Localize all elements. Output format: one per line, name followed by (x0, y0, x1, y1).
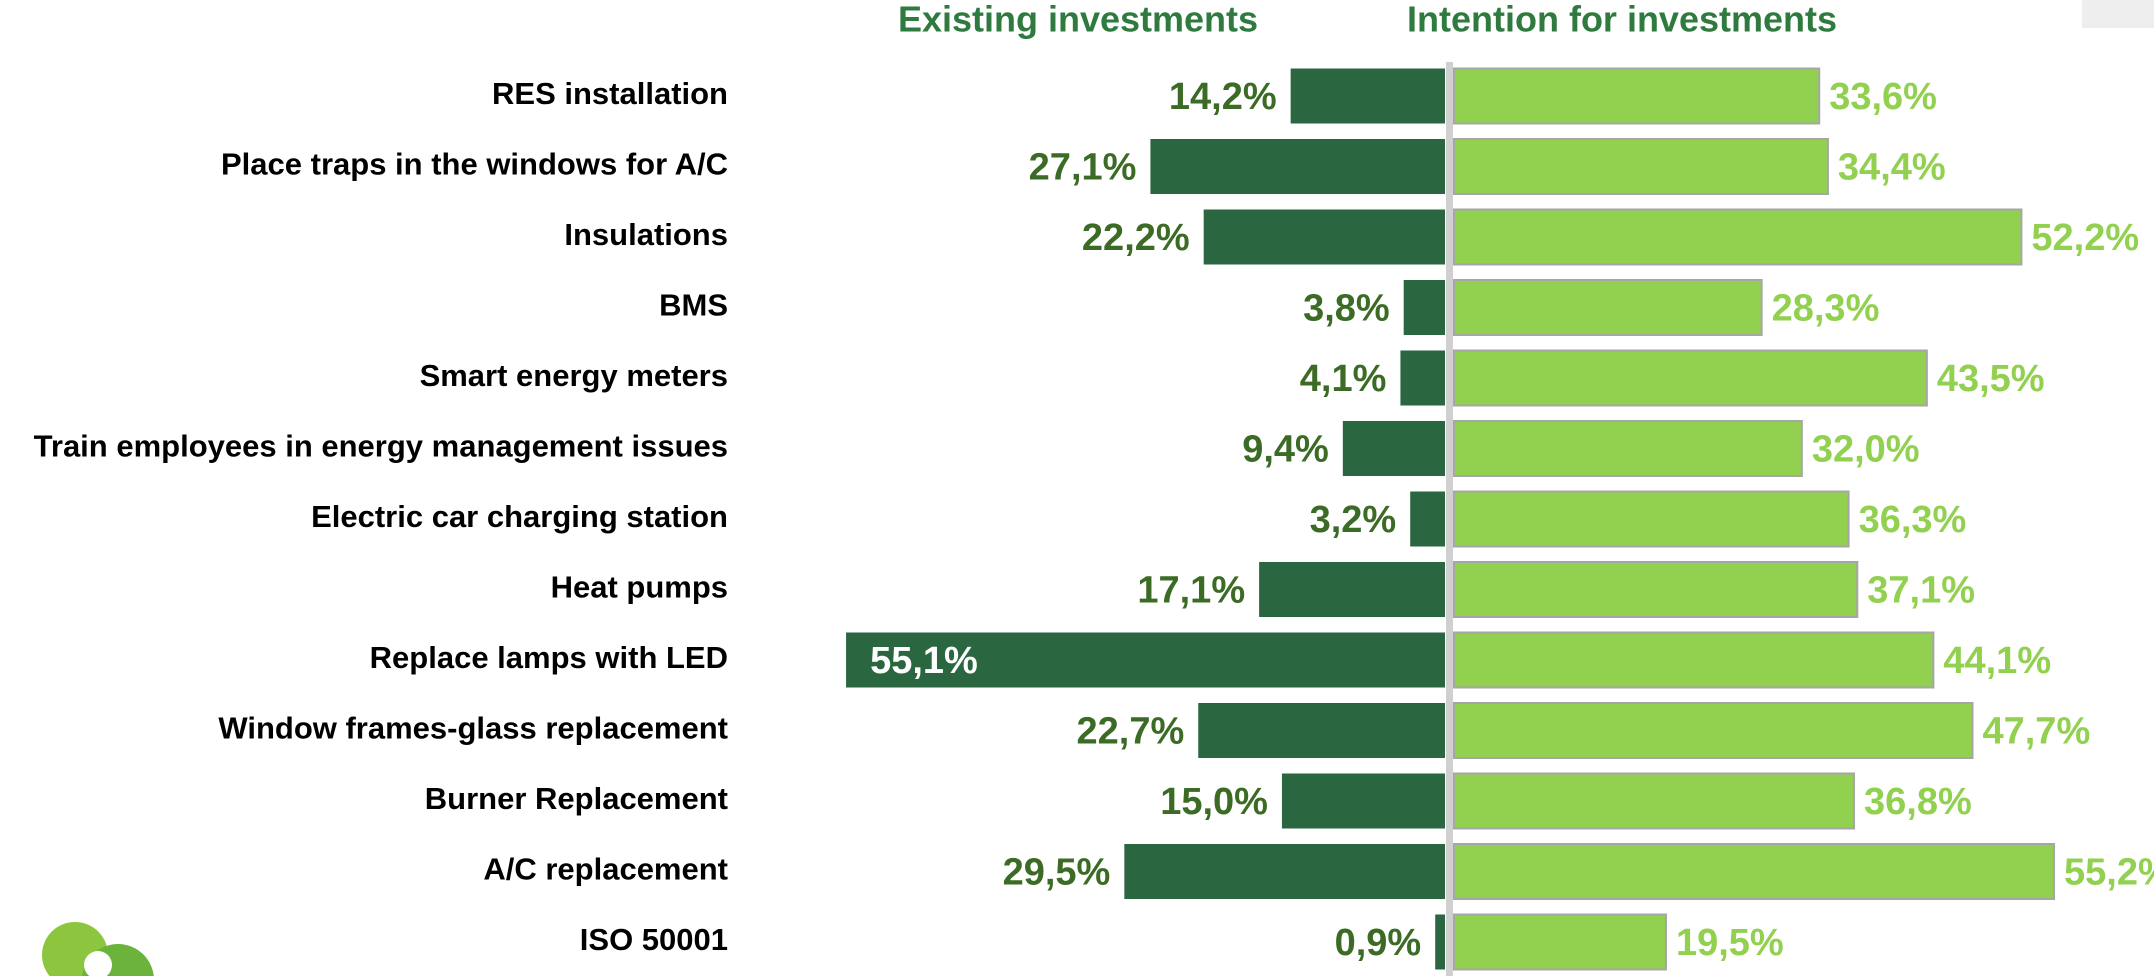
category-label: BMS (659, 288, 728, 323)
bar-left (1281, 773, 1445, 829)
value-label-left: 22,7% (1077, 711, 1185, 753)
value-label-left: 15,0% (1160, 781, 1268, 823)
value-label-left: 17,1% (1137, 570, 1245, 612)
bar-right (1453, 631, 1935, 689)
value-label-right: 32,0% (1812, 429, 1920, 471)
bar-right (1453, 561, 1859, 618)
value-label-right: 28,3% (1772, 288, 1880, 330)
category-label: RES installation (492, 76, 728, 111)
category-label: Smart energy meters (420, 358, 728, 393)
value-label-right: 43,5% (1937, 358, 2045, 400)
bar-left (1198, 703, 1445, 758)
bar-left (1400, 350, 1445, 406)
bar-left (1435, 914, 1445, 970)
bar-right (1453, 702, 1974, 759)
value-label-left: 55,1% (870, 640, 978, 682)
category-label: Train employees in energy management iss… (34, 429, 728, 464)
category-label: ISO 50001 (580, 922, 728, 957)
bar-right (1453, 279, 1763, 336)
bar-right (1453, 490, 1850, 548)
value-label-right: 34,4% (1838, 147, 1946, 189)
value-label-right: 47,7% (1982, 711, 2090, 753)
value-label-right: 37,1% (1867, 570, 1975, 612)
value-label-left: 14,2% (1169, 76, 1277, 118)
category-label: A/C replacement (483, 852, 728, 887)
value-label-right: 52,2% (2031, 217, 2139, 259)
bar-left (1403, 280, 1445, 335)
bar-right (1453, 420, 1803, 477)
value-label-right: 36,8% (1864, 781, 1972, 823)
bar-left (1150, 139, 1445, 194)
value-label-right: 33,6% (1829, 76, 1937, 118)
logo (42, 922, 154, 976)
bar-left (1203, 209, 1445, 265)
category-label: Burner Replacement (425, 781, 728, 816)
value-label-left: 22,2% (1082, 217, 1190, 259)
category-label: Insulations (564, 217, 728, 252)
category-label: Replace lamps with LED (370, 640, 728, 675)
bar-right (1453, 913, 1667, 971)
value-label-right: 44,1% (1943, 640, 2051, 682)
bar-left (846, 632, 1445, 688)
category-label: Heat pumps (551, 570, 728, 605)
value-label-right: 55,2% (2064, 852, 2154, 894)
bar-left (1259, 562, 1445, 617)
category-label: Window frames-glass replacement (218, 711, 728, 746)
bar-left (1290, 68, 1445, 124)
value-label-right: 19,5% (1676, 922, 1784, 964)
value-label-left: 29,5% (1003, 852, 1111, 894)
bar-right (1453, 772, 1856, 830)
corner-icon (2082, 0, 2154, 28)
value-label-right: 36,3% (1859, 499, 1967, 541)
value-label-left: 4,1% (1300, 358, 1387, 400)
bar-right (1453, 138, 1829, 195)
legend-left: Existing investments (898, 0, 1258, 40)
legend-right: Intention for investments (1407, 0, 1837, 40)
bar-left (1342, 421, 1445, 476)
bar-right (1453, 843, 2056, 900)
bar-left (1410, 491, 1445, 547)
value-label-left: 3,2% (1310, 499, 1397, 541)
value-label-left: 9,4% (1242, 429, 1329, 471)
value-label-left: 27,1% (1029, 147, 1137, 189)
value-label-left: 0,9% (1335, 922, 1422, 964)
category-label: Place traps in the windows for A/C (221, 147, 728, 182)
center-axis (1446, 62, 1453, 976)
bar-right (1453, 67, 1821, 125)
bar-right (1453, 208, 2023, 266)
bar-right (1453, 349, 1928, 407)
value-label-left: 3,8% (1303, 288, 1390, 330)
category-label: Electric car charging station (311, 499, 728, 534)
bar-left (1124, 844, 1445, 899)
